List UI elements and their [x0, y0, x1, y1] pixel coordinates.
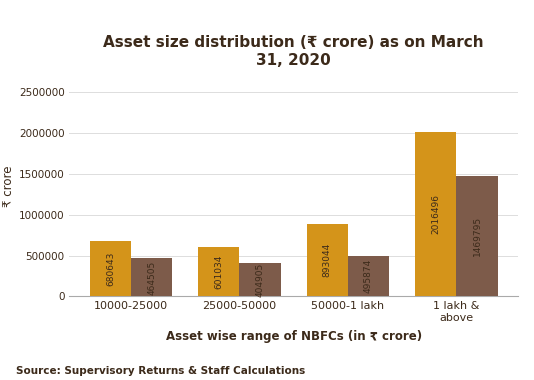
Y-axis label: ₹ crore: ₹ crore: [2, 165, 14, 207]
Text: 495874: 495874: [364, 259, 373, 293]
Bar: [198, 247, 239, 296]
Text: 464505: 464505: [147, 260, 156, 294]
Bar: [348, 256, 389, 296]
Title: Asset size distribution (₹ crore) as on March
31, 2020: Asset size distribution (₹ crore) as on …: [104, 35, 484, 68]
Bar: [457, 176, 498, 296]
Bar: [131, 258, 172, 296]
Text: 2016496: 2016496: [431, 194, 440, 234]
Bar: [239, 263, 281, 296]
Text: 680643: 680643: [106, 252, 115, 286]
Text: 893044: 893044: [323, 243, 332, 277]
Text: 404905: 404905: [256, 263, 264, 297]
Bar: [415, 132, 457, 296]
Bar: [307, 223, 348, 296]
Text: Source: Supervisory Returns & Staff Calculations: Source: Supervisory Returns & Staff Calc…: [16, 366, 305, 376]
X-axis label: Asset wise range of NBFCs (in ₹ crore): Asset wise range of NBFCs (in ₹ crore): [166, 330, 422, 343]
Bar: [90, 241, 131, 296]
Text: 601034: 601034: [214, 255, 223, 289]
Text: 1469795: 1469795: [473, 216, 482, 256]
